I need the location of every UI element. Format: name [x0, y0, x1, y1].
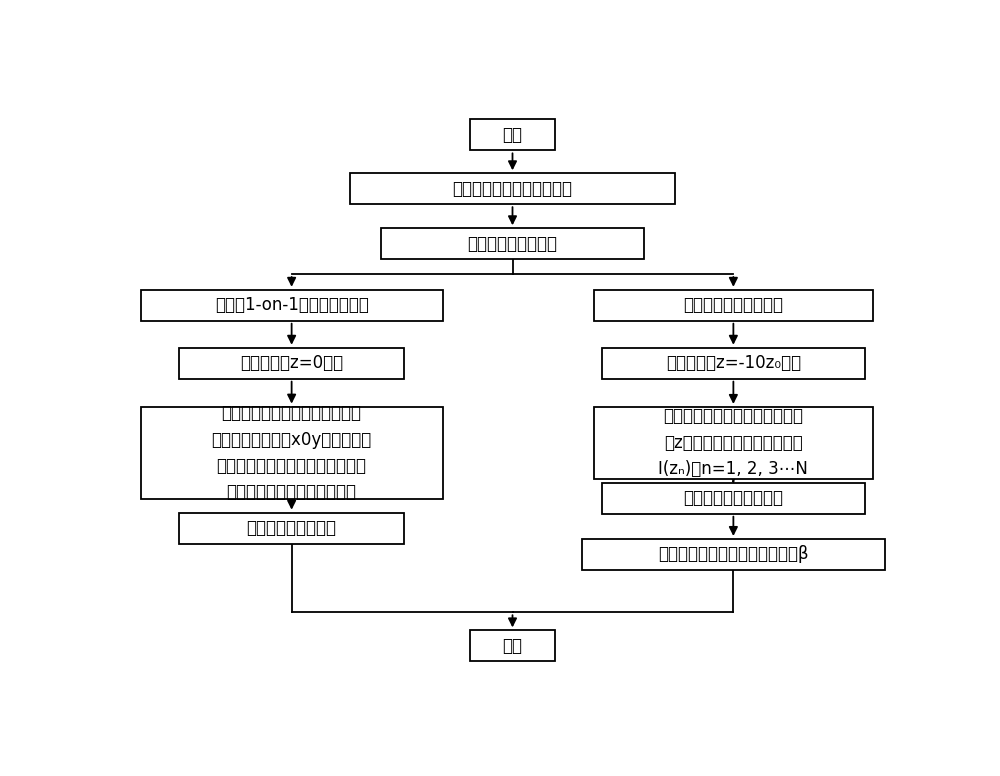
- FancyBboxPatch shape: [602, 348, 865, 379]
- Text: 测样品1-on-1零概率损伤阈值: 测样品1-on-1零概率损伤阈值: [215, 296, 369, 314]
- Text: 开始: 开始: [503, 126, 522, 144]
- Text: 调节能量密度台阶；计算机控制
快门和三轴平台在x0y平面运动，
确保一个位置只受一个脉冲辐照；
采集数据（能量和破坏图像）: 调节能量密度台阶；计算机控制 快门和三轴平台在x0y平面运动， 确保一个位置只受…: [212, 404, 372, 501]
- Text: 代入公式，得到非线性吸收吸收β: 代入公式，得到非线性吸收吸收β: [658, 546, 809, 563]
- FancyBboxPatch shape: [140, 407, 443, 499]
- FancyBboxPatch shape: [179, 513, 404, 544]
- FancyBboxPatch shape: [470, 120, 555, 151]
- Text: 测量靶面焦点光斑有效面积: 测量靶面焦点光斑有效面积: [452, 180, 572, 198]
- FancyBboxPatch shape: [594, 407, 873, 479]
- FancyBboxPatch shape: [594, 289, 873, 320]
- FancyBboxPatch shape: [179, 348, 404, 379]
- Text: 样品垂直主光轴放置: 样品垂直主光轴放置: [468, 234, 558, 253]
- Text: 样品放置于z=-10z₀位置: 样品放置于z=-10z₀位置: [666, 354, 801, 372]
- Text: 调节激光功率；计算机控制样品
台z轴运动，采集数据并记录，
I(zₙ)，n=1, 2, 3⋯N: 调节激光功率；计算机控制样品 台z轴运动，采集数据并记录， I(zₙ)，n=1,…: [658, 407, 808, 478]
- FancyBboxPatch shape: [350, 173, 675, 204]
- FancyBboxPatch shape: [470, 630, 555, 661]
- Text: 对数据进行归一化处理: 对数据进行归一化处理: [683, 489, 783, 508]
- FancyBboxPatch shape: [582, 539, 885, 570]
- FancyBboxPatch shape: [381, 228, 644, 259]
- FancyBboxPatch shape: [602, 483, 865, 514]
- Text: 得到样品的损伤阈值: 得到样品的损伤阈值: [247, 519, 337, 537]
- FancyBboxPatch shape: [140, 289, 443, 320]
- Text: 样品放置于z=0位置: 样品放置于z=0位置: [240, 354, 343, 372]
- Text: 结束: 结束: [503, 637, 522, 655]
- Text: 测样品非线性吸收系数: 测样品非线性吸收系数: [683, 296, 783, 314]
